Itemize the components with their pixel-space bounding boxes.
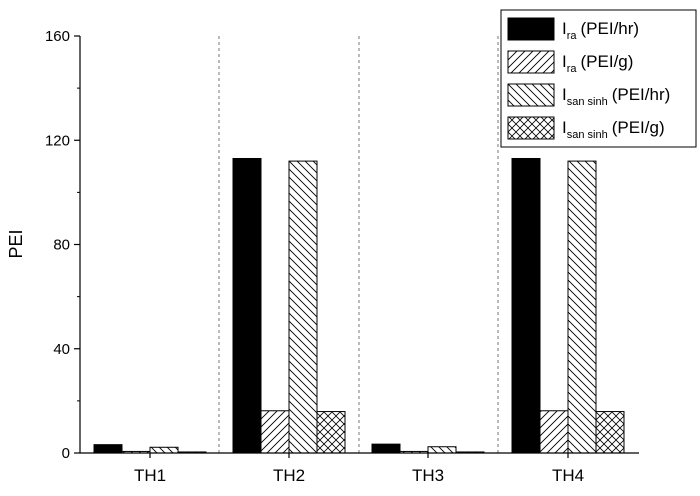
- y-axis-title: PEI: [6, 229, 26, 258]
- bar-th3-series-3: [427, 446, 457, 454]
- bar-th2-series-3: [288, 160, 318, 454]
- y-tick-label: 0: [62, 445, 70, 462]
- legend-swatch-2: [507, 50, 555, 74]
- bar-th2-series-4: [316, 411, 346, 454]
- y-tick-label: 160: [45, 28, 70, 45]
- y-ticks: 0 40 80 120 160: [45, 28, 80, 462]
- bars-group: [93, 157, 625, 454]
- bar-th4-series-3: [567, 160, 597, 454]
- legend: Ira (PEI/hr) Ira (PEI/g) Isan sinh (PEI/hr) Is…: [500, 9, 697, 148]
- legend-label-1: Ira (PEI/hr): [562, 19, 639, 42]
- x-tick-label-th4: TH4: [552, 466, 584, 485]
- y-tick-label: 80: [53, 237, 70, 254]
- bar-th2-series-2: [260, 410, 290, 454]
- x-tick-label-th3: TH3: [412, 466, 444, 485]
- x-tick-label-th2: TH2: [273, 466, 305, 485]
- bar-th4-series-4: [595, 411, 625, 454]
- bar-th1-series-3: [149, 446, 179, 454]
- y-tick-label: 120: [45, 132, 70, 149]
- legend-swatch-3: [507, 83, 555, 107]
- bar-th3-series-1: [371, 443, 401, 454]
- legend-swatch-4: [507, 116, 555, 140]
- bar-th2-series-1: [232, 157, 262, 454]
- x-ticks: TH1 TH2 TH3 TH4: [134, 453, 584, 485]
- legend-label-3: Isan sinh (PEI/hr): [562, 85, 670, 108]
- bar-th1-series-1: [93, 444, 123, 454]
- bar-th4-series-2: [539, 410, 569, 454]
- legend-label-2: Ira (PEI/g): [562, 52, 633, 75]
- y-tick-label: 40: [53, 341, 70, 358]
- bar-th4-series-1: [511, 157, 541, 454]
- legend-swatch-1: [507, 17, 555, 41]
- x-tick-label-th1: TH1: [134, 466, 166, 485]
- legend-label-4: Isan sinh (PEI/g): [562, 118, 665, 141]
